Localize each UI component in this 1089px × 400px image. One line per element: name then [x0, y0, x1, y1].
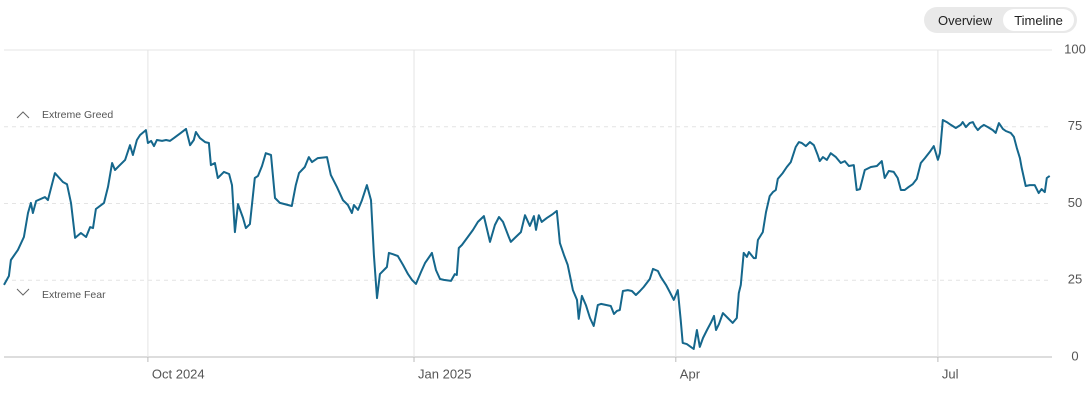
y-tick-label: 50	[1068, 195, 1082, 210]
view-button[interactable]: Overview	[927, 9, 1003, 31]
fear-chevron	[16, 288, 30, 296]
view-button[interactable]: Timeline	[1003, 9, 1074, 31]
y-tick-label: 0	[1071, 348, 1078, 363]
y-tick-label: 100	[1064, 41, 1086, 56]
fear-label: Extreme Fear	[42, 289, 106, 301]
y-tick-label: 75	[1068, 118, 1082, 133]
x-tick-label: Apr	[680, 366, 701, 381]
greed-chevron	[16, 111, 30, 119]
x-tick-label: Jan 2025	[418, 366, 472, 381]
view-toggle: Overview Timeline	[924, 7, 1077, 33]
x-tick-label: Oct 2024	[152, 366, 205, 381]
y-tick-label: 25	[1068, 272, 1082, 287]
grid	[4, 49, 1052, 358]
x-tick-label: Jul	[942, 366, 959, 381]
index-line	[3, 119, 1051, 350]
greed-label: Extreme Greed	[42, 109, 113, 121]
